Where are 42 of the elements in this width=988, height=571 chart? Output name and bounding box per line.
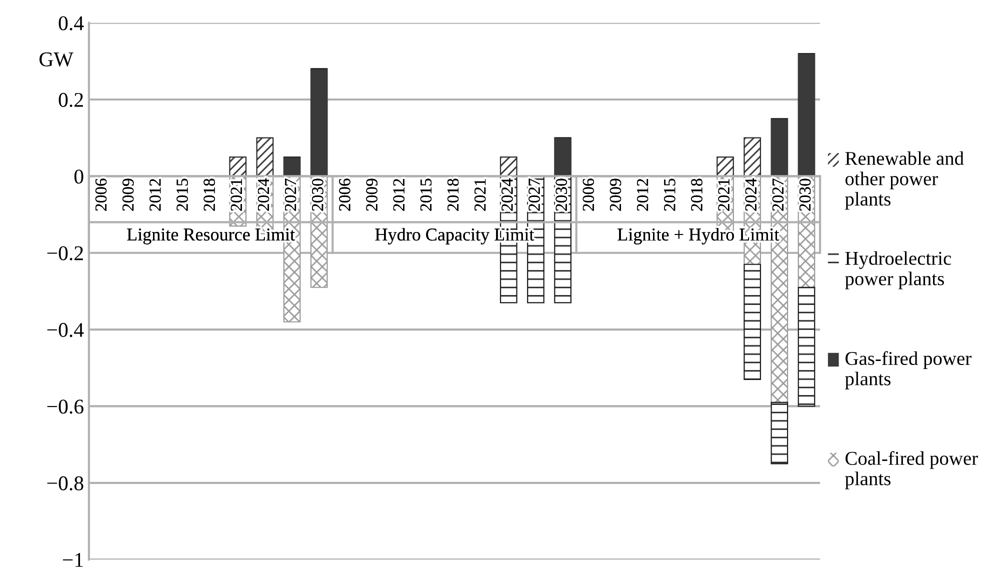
- y-tick-label: 0.2: [58, 92, 83, 108]
- y-tick-label: −0.8: [47, 476, 84, 490]
- x-tick-label: 2027: [772, 178, 784, 211]
- y-tick-label: 0: [74, 170, 84, 184]
- x-tick-label: 2018: [691, 178, 702, 211]
- y-tick-label: −1: [62, 553, 83, 567]
- y-tick-label: −0.2: [47, 246, 83, 260]
- x-tick-label: 2015: [420, 178, 432, 211]
- x-tick-label: 2006: [582, 178, 594, 211]
- x-tick-label: 2018: [447, 178, 459, 211]
- x-tick-label: 2015: [664, 178, 676, 211]
- x-tick-label: 2012: [150, 179, 161, 211]
- x-tick-label: 2024: [502, 178, 513, 211]
- x-tick-label: 2012: [393, 179, 404, 211]
- x-tick-label: 2012: [636, 179, 648, 211]
- x-tick-label: 2030: [312, 178, 324, 211]
- annotation: Lignite Resource Limit: [127, 228, 295, 244]
- y-tick-label: 0.4: [58, 16, 84, 30]
- x-tick-label: 2030: [556, 178, 567, 211]
- y-tick-label: −0.6: [47, 400, 84, 414]
- x-tick-label: 2030: [799, 178, 811, 211]
- x-tick-label: 2006: [95, 178, 107, 211]
- x-tick-label: 2009: [122, 178, 134, 211]
- x-tick-label: 2015: [176, 178, 188, 211]
- y-tick-label: −0.4: [47, 322, 84, 338]
- x-tick-label: 2021: [474, 179, 486, 211]
- legend-label: Coal-fired power plants: [845, 451, 978, 490]
- x-tick-label: 2027: [284, 178, 296, 211]
- x-tick-label: 2024: [745, 178, 757, 211]
- x-tick-label: 2009: [610, 178, 622, 211]
- x-tick-label: 2027: [528, 178, 540, 211]
- x-tick-label: 2024: [258, 178, 270, 211]
- x-tick-label: 2006: [339, 178, 350, 211]
- x-tick-label: 2009: [366, 178, 378, 211]
- annotation: Lignite + Hydro Limit: [618, 228, 780, 244]
- x-tick-label: 2021: [230, 179, 242, 211]
- x-tick-label: 2021: [718, 179, 730, 211]
- legend-label: Hydroelectric power plants: [845, 251, 952, 290]
- x-tick-label: 2018: [204, 178, 215, 211]
- legend-label: Renewable and other power plants: [845, 151, 964, 210]
- legend-label: Gas-fired power plants: [845, 351, 972, 390]
- y-axis-title: GW: [40, 52, 74, 67]
